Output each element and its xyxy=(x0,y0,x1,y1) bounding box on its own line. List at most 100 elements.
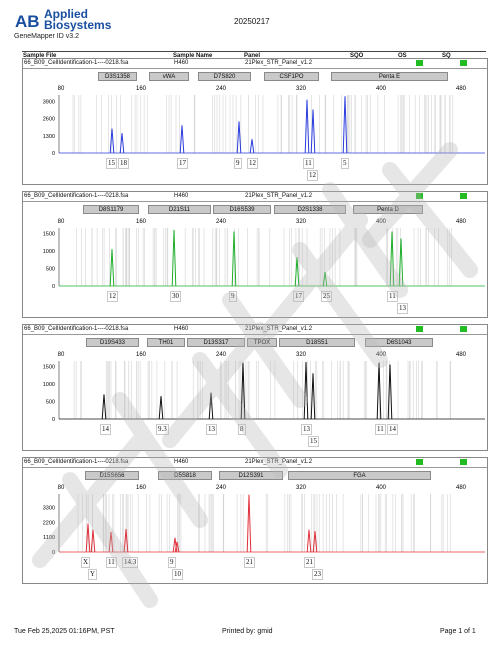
allele-call-label: 17 xyxy=(293,291,304,302)
marker-tpox: TPOX xyxy=(247,338,277,347)
panel-sample-file: 66_B09_CellIdentification-1----0218.fsa xyxy=(24,60,129,66)
electropherogram-plot: 80 160 240 320 400 480 1500 1000 500 0 xyxy=(43,219,485,290)
peak xyxy=(231,231,237,287)
allele-call-label: 14 xyxy=(100,424,111,435)
x-tick-label: 320 xyxy=(296,485,307,491)
peak xyxy=(322,271,328,287)
x-tick-label: 240 xyxy=(216,352,227,358)
allele-call-label: 14 xyxy=(387,424,398,435)
electropherogram-plot: 80 160 240 320 400 480 3300 2200 1100 0 xyxy=(43,485,485,556)
sq-status-square xyxy=(460,193,467,199)
marker-d6s1043: D6S1043 xyxy=(365,338,433,347)
marker-d2s1338: D2S1338 xyxy=(274,205,346,214)
x-tick-label: 480 xyxy=(456,485,467,491)
x-tick-label: 480 xyxy=(456,352,467,358)
x-tick-label: 400 xyxy=(376,219,387,225)
report-date: 20250217 xyxy=(234,17,270,26)
x-tick-label: 400 xyxy=(376,352,387,358)
allele-call-label: 30 xyxy=(170,291,181,302)
os-status-square xyxy=(416,326,423,332)
panel-sample-name: H460 xyxy=(174,60,189,66)
panel-sample-file: 66_B09_CellIdentification-1----0218.fsa xyxy=(24,459,129,465)
x-tick-label: 480 xyxy=(456,219,467,225)
footer-printed-by: Printed by: gmid xyxy=(222,628,273,635)
allele-call-label: 13 xyxy=(301,424,312,435)
y-tick-label: 1000 xyxy=(43,382,55,388)
allele-call-label: 9 xyxy=(229,291,237,302)
peak xyxy=(294,257,300,287)
x-tick-label: 80 xyxy=(58,219,65,225)
marker-d5s818: D5S818 xyxy=(158,471,212,480)
allele-call-label: 12 xyxy=(307,170,318,181)
allele-call-label: 23 xyxy=(312,569,323,580)
marker-d18s51: D18S51 xyxy=(279,338,355,347)
peak xyxy=(398,238,404,287)
panel-2: 66_B09_CellIdentification-1----0218.fsa H… xyxy=(22,191,488,318)
peak xyxy=(303,362,309,420)
allele-call-label: 10 xyxy=(172,569,183,580)
applied-biosystems-logo-icon: AB xyxy=(14,10,42,32)
marker-th01: TH01 xyxy=(147,338,185,347)
allele-call-label: 9 xyxy=(234,158,242,169)
peak xyxy=(389,231,395,287)
peak xyxy=(387,364,393,420)
footer-page: Page 1 of 1 xyxy=(440,628,476,635)
software-version: GeneMapper ID v3.2 xyxy=(14,33,79,40)
footer-datetime: Tue Feb 25,2025 01:16PM, PST xyxy=(14,628,115,635)
col-os: OS xyxy=(398,53,407,59)
allele-call-label: 21 xyxy=(304,557,315,568)
x-tick-label: 240 xyxy=(216,86,227,92)
panel-panel: 21Plex_STR_Panel_v1.2 xyxy=(245,60,313,66)
allele-call-label: 15 xyxy=(106,158,117,169)
brand-name: Applied Biosystems xyxy=(44,8,111,31)
allele-call-label: 13 xyxy=(397,303,408,314)
col-panel: Panel xyxy=(244,53,261,59)
allele-call-label: 14.3 xyxy=(122,557,139,568)
panel-sample-file: 66_B09_CellIdentification-1----0218.fsa xyxy=(24,326,129,332)
panel-3: 66_B09_CellIdentification-1----0218.fsa H… xyxy=(22,324,488,451)
y-tick-label: 0 xyxy=(52,550,55,556)
peak xyxy=(123,529,129,553)
os-status-square xyxy=(416,459,423,465)
logo-letters: AB xyxy=(15,12,40,31)
peak xyxy=(310,373,316,420)
peak xyxy=(171,229,177,287)
panel-sample-name: H460 xyxy=(174,193,189,199)
panel-header: 66_B09_CellIdentification-1----0218.fsa H… xyxy=(23,325,487,335)
panel-4: 66_B09_CellIdentification-1----0218.fsa H… xyxy=(22,457,488,584)
y-tick-label: 3300 xyxy=(43,505,55,511)
y-tick-label: 0 xyxy=(52,151,55,157)
x-tick-label: 160 xyxy=(136,485,147,491)
sq-status-square xyxy=(460,326,467,332)
peak xyxy=(310,109,316,154)
peak xyxy=(90,529,96,553)
marker-d12s391: D12S391 xyxy=(219,471,283,480)
peak xyxy=(246,494,252,553)
peak xyxy=(119,133,125,154)
peak xyxy=(236,121,242,154)
marker-csf1po: CSF1PO xyxy=(264,72,319,81)
panel-panel: 21Plex_STR_Panel_v1.2 xyxy=(245,459,313,465)
peak xyxy=(249,139,255,154)
allele-call-label: 11 xyxy=(106,557,117,568)
y-tick-label: 1100 xyxy=(43,535,55,541)
panel-panel: 21Plex_STR_Panel_v1.2 xyxy=(245,193,313,199)
allele-call-label: 9 xyxy=(168,557,176,568)
col-sqo: SQO xyxy=(350,53,364,59)
peak xyxy=(304,99,310,154)
panel-header: 66_B09_CellIdentification-1----0218.fsa H… xyxy=(23,458,487,468)
col-sample-file: Sample File xyxy=(23,53,57,59)
marker-d19s433: D19S433 xyxy=(86,338,139,347)
marker-penta-d: Penta D xyxy=(353,205,423,214)
marker-d13s317: D13S317 xyxy=(187,338,245,347)
y-tick-label: 500 xyxy=(46,399,55,405)
peak xyxy=(376,362,382,420)
marker-d3s1358: D3S1358 xyxy=(98,72,137,81)
allele-call-label: 9.3 xyxy=(156,424,169,435)
y-tick-label: 2600 xyxy=(43,117,55,123)
marker-d16s539: D16S539 xyxy=(213,205,271,214)
marker-d15s656: D15S656 xyxy=(85,471,139,480)
y-tick-label: 1300 xyxy=(43,134,55,140)
col-sq: SQ xyxy=(442,53,451,59)
x-tick-label: 160 xyxy=(136,352,147,358)
